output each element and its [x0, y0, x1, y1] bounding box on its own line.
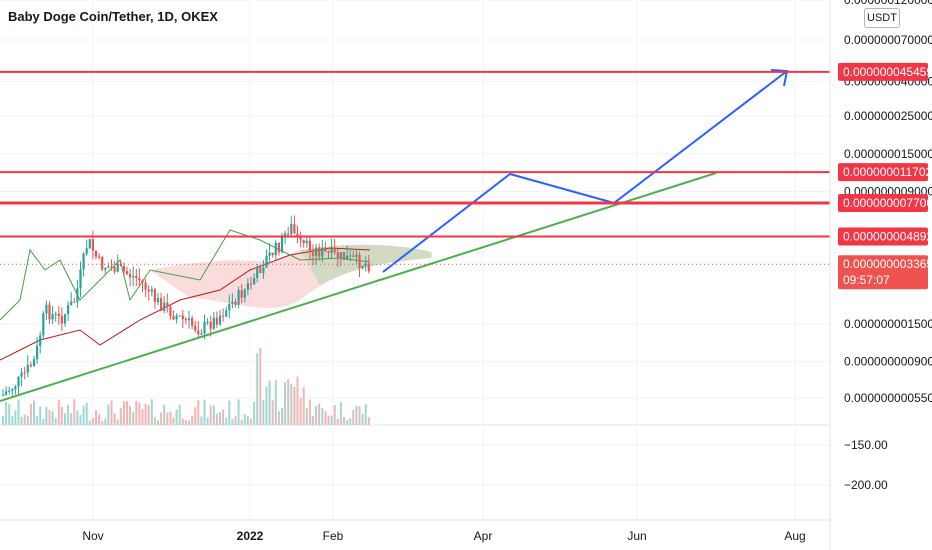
volume-tick-label: −150.00: [844, 438, 888, 452]
y-tick-label: 0.000000000550: [844, 391, 932, 405]
y-tick-label: 0.000000015000: [844, 147, 932, 161]
x-tick-label: 2022: [237, 529, 264, 543]
x-tick-label: Apr: [474, 529, 493, 543]
level-badge: [838, 163, 928, 182]
volume-bars: [2, 347, 370, 425]
y-tick-label: 0.000000025000: [844, 109, 932, 123]
last-price-badge: [838, 255, 928, 290]
y-tick-label: 0.000000001500: [844, 317, 932, 331]
level-label: 0.000000011702: [843, 165, 932, 179]
time-axis: Nov 2022 Feb Apr Jun Aug: [82, 529, 805, 543]
x-tick-label: Nov: [82, 529, 103, 543]
level-label: 0.000000045459: [843, 65, 932, 79]
level-label: 0.000000007706: [843, 196, 932, 210]
level-badge: [838, 227, 928, 246]
countdown-label: 09:57:07: [843, 273, 890, 287]
level-badge: [838, 193, 928, 212]
level-badge: [838, 62, 928, 81]
y-tick-label: 0.000000000900: [844, 355, 932, 369]
x-tick-label: Feb: [323, 529, 344, 543]
y-tick-label: 0.000000120000: [844, 0, 932, 7]
chart-title: Baby Doge Coin/Tether, 1D, OKEX: [8, 9, 218, 24]
chart-grid: [0, 0, 830, 520]
level-label: 0.000000004892: [843, 230, 932, 244]
unit-badge[interactable]: USDT: [864, 8, 900, 28]
drawings: [0, 69, 830, 402]
volume-tick-label: −200.00: [844, 478, 888, 492]
last-price-label: 0.000000003365: [843, 257, 932, 271]
y-tick-label: 0.000000070000: [844, 33, 932, 47]
x-tick-label: Jun: [627, 529, 646, 543]
candlesticks: [1, 215, 370, 397]
x-tick-label: Aug: [784, 529, 805, 543]
